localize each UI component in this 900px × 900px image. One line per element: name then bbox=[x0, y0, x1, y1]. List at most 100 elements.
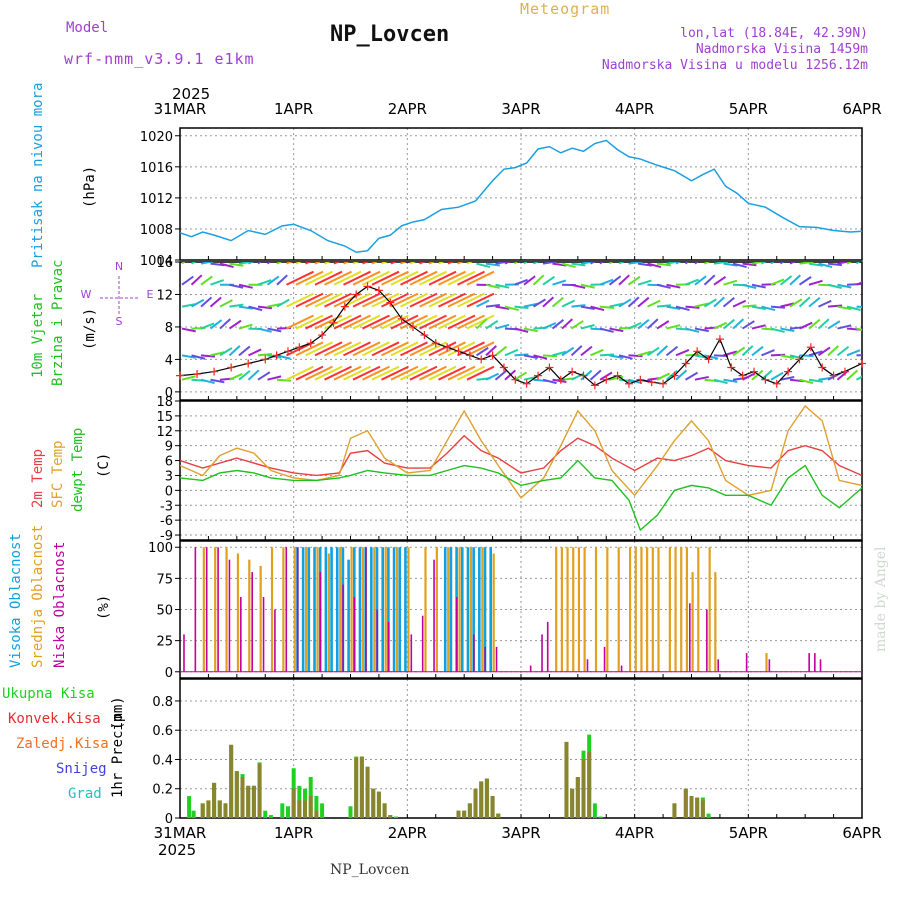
mid-cloud-bar bbox=[697, 547, 700, 672]
wind-arrow bbox=[599, 353, 615, 357]
wind-arrow bbox=[200, 322, 215, 330]
mid-cloud-bar bbox=[384, 547, 387, 672]
convective-precip-bar bbox=[479, 781, 484, 818]
wind-arrow bbox=[542, 296, 555, 308]
low-cloud-bar bbox=[484, 646, 486, 672]
total-precip-bar bbox=[268, 815, 273, 818]
convective-precip-bar bbox=[303, 800, 308, 818]
mid-cloud-bar bbox=[668, 547, 671, 672]
legend-convective-rain: Konvek.Kisa bbox=[8, 711, 101, 727]
wind-arrow bbox=[333, 270, 362, 286]
wind-gust-marker bbox=[761, 375, 770, 384]
wind-arrow bbox=[314, 292, 343, 308]
high-cloud-bar bbox=[347, 559, 350, 672]
wind-arrow bbox=[523, 327, 538, 333]
wind-arrow bbox=[761, 305, 776, 312]
wind-arrow bbox=[494, 345, 508, 357]
low-cloud-bar bbox=[217, 547, 219, 672]
wind-arrow bbox=[685, 278, 699, 286]
low-cloud-bar bbox=[586, 659, 589, 672]
wind-arrow bbox=[798, 296, 811, 308]
total-precip-bar bbox=[187, 796, 192, 818]
wind-gust-marker bbox=[340, 302, 349, 311]
wind-arrow bbox=[400, 365, 428, 381]
wind-arrow bbox=[257, 279, 272, 286]
wind-arrow bbox=[276, 274, 288, 286]
wind-arrow bbox=[779, 262, 784, 265]
wind-arrow bbox=[438, 270, 466, 286]
mid-cloud-bar bbox=[560, 547, 563, 672]
top-date-label: 1APR bbox=[274, 100, 313, 118]
wind-arrow bbox=[466, 270, 495, 286]
wind-gust-marker bbox=[636, 375, 645, 384]
wind-arrow bbox=[257, 353, 273, 357]
wind-arrow bbox=[656, 262, 672, 267]
wind-arrow bbox=[552, 350, 567, 357]
convective-precip-bar bbox=[473, 788, 478, 818]
wind-arrow bbox=[542, 322, 557, 330]
convective-precip-bar bbox=[371, 788, 376, 818]
wind-arrow bbox=[590, 262, 596, 265]
bottom-date-label: 6APR bbox=[842, 824, 881, 842]
wind-arrow bbox=[305, 270, 333, 286]
wind-arrow bbox=[637, 350, 652, 357]
bottom-date-label: 5APR bbox=[729, 824, 768, 842]
mid-cloud-bar bbox=[469, 547, 473, 672]
wind-arrow bbox=[191, 298, 205, 308]
wind-arrow bbox=[694, 262, 699, 265]
total-precip-bar bbox=[598, 816, 603, 818]
high-cloud-bar bbox=[358, 547, 362, 672]
high-cloud-bar bbox=[335, 547, 339, 672]
wind-arrow bbox=[371, 314, 400, 330]
wind-arrow bbox=[514, 305, 529, 310]
temp-dewpt-line bbox=[179, 459, 863, 532]
wind-arrow bbox=[856, 281, 862, 286]
low-cloud-bar bbox=[433, 559, 435, 672]
wind-arrow bbox=[571, 262, 586, 267]
high-cloud-bar bbox=[472, 547, 475, 672]
wind-arrow bbox=[371, 365, 400, 381]
wind-arrow bbox=[419, 341, 447, 357]
wind-arrow bbox=[200, 378, 215, 385]
wind-gust-marker bbox=[772, 379, 781, 388]
mid-cloud-bar bbox=[657, 547, 660, 672]
wind-arrow bbox=[836, 345, 850, 357]
wind-arrow bbox=[209, 296, 222, 308]
wind-gust-marker bbox=[840, 367, 849, 376]
wind-arrow bbox=[314, 270, 343, 286]
wind-arrow bbox=[314, 341, 343, 357]
wind-arrow bbox=[817, 346, 831, 357]
wind-gust-marker bbox=[784, 367, 793, 376]
y-tick-label: -9 bbox=[160, 529, 173, 544]
bottom-date-label: 3APR bbox=[501, 824, 540, 842]
wind-arrow bbox=[722, 296, 735, 308]
convective-precip-bar bbox=[246, 785, 251, 818]
wind-arrow bbox=[438, 292, 466, 308]
wind-gust-marker bbox=[670, 371, 679, 380]
mid-cloud-bar bbox=[316, 547, 319, 672]
wind-arrow bbox=[419, 365, 447, 381]
wind-arrow bbox=[627, 296, 640, 308]
wind-arrow bbox=[589, 369, 602, 381]
wind-arrow bbox=[599, 327, 614, 333]
wind-arrow bbox=[466, 365, 495, 381]
total-precip-bar bbox=[706, 813, 711, 818]
wind-arrow bbox=[713, 262, 729, 265]
convective-precip-bar bbox=[212, 782, 217, 818]
wind-arrow bbox=[514, 278, 528, 286]
convective-precip-bar bbox=[467, 803, 472, 818]
wind-gust-marker bbox=[704, 355, 713, 364]
high-cloud-bar bbox=[449, 547, 453, 672]
wind-gust-marker bbox=[465, 351, 474, 360]
mid-cloud-bar bbox=[202, 547, 205, 672]
high-cloud-bar bbox=[466, 547, 470, 672]
high-cloud-bar bbox=[301, 547, 305, 672]
model-elevation-label: Nadmorska Visina u modelu 1256.12m bbox=[601, 58, 868, 73]
wind-arrow bbox=[846, 305, 861, 311]
wind-arrow bbox=[723, 262, 738, 267]
wind-arrow bbox=[817, 318, 830, 330]
wind-arrow bbox=[656, 372, 670, 381]
low-cloud-bar bbox=[194, 547, 197, 672]
mid-cloud-bar bbox=[270, 547, 274, 672]
mid-cloud-bar bbox=[606, 547, 609, 672]
